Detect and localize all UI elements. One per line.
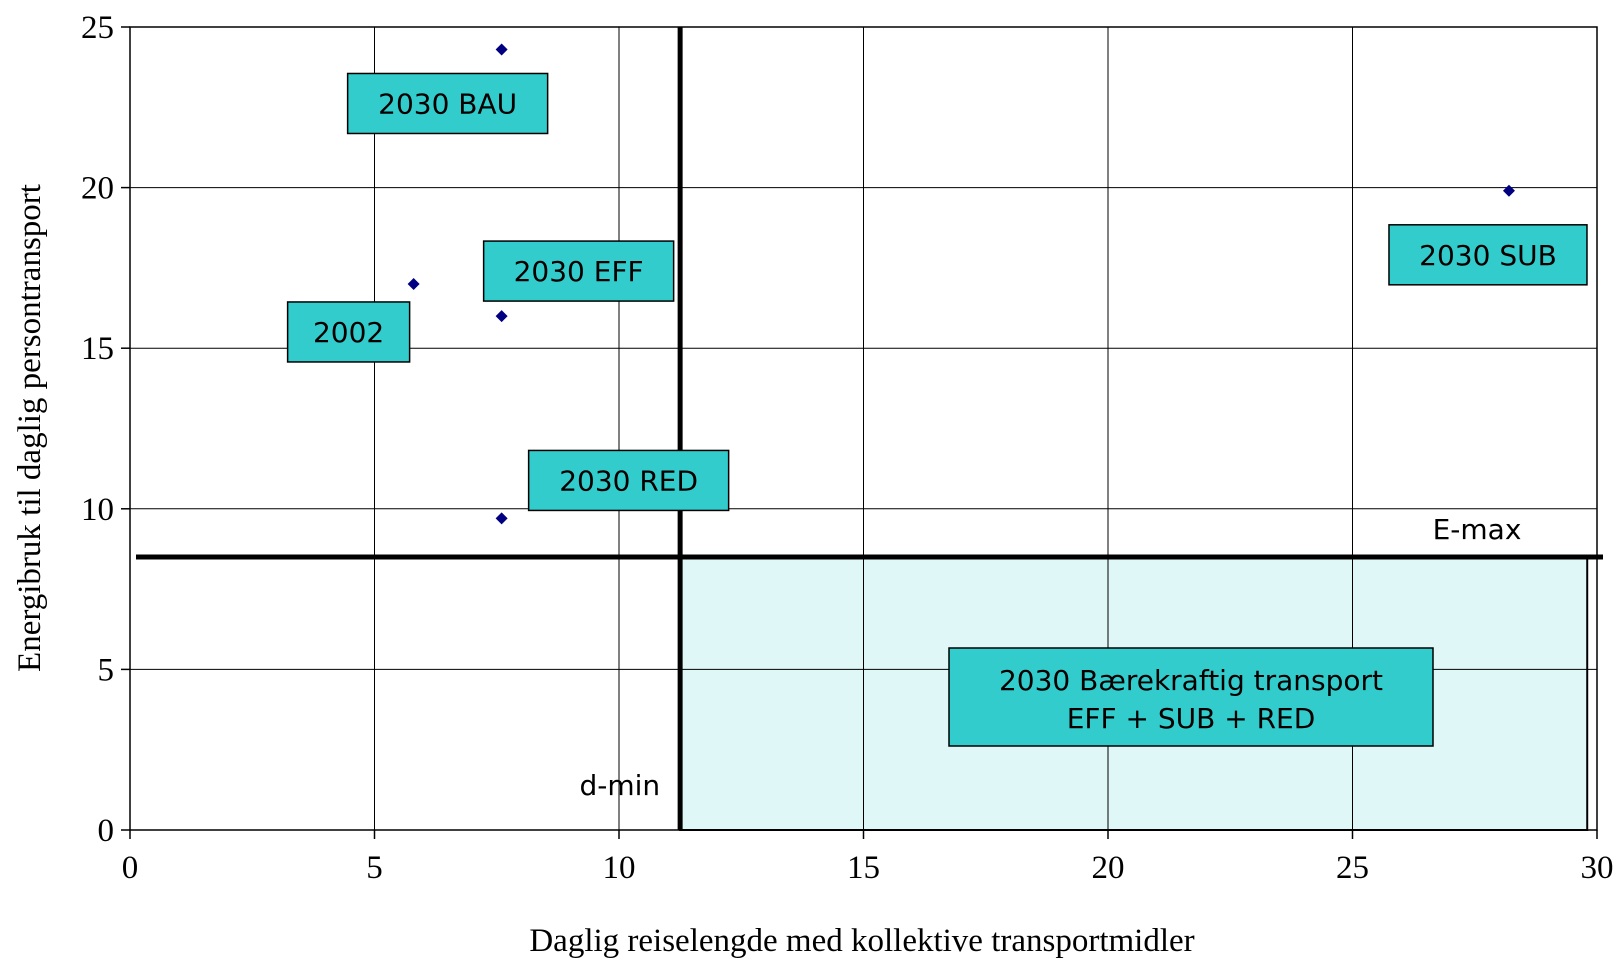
label-box [346, 72, 549, 135]
data-points [407, 43, 1515, 525]
region-label-line-2: EFF + SUB + RED [1067, 702, 1316, 735]
label-text: 2030 EFF [514, 255, 644, 288]
data-point-2002 [407, 277, 420, 290]
label-text: 2002 [313, 316, 384, 349]
label-box [527, 449, 730, 512]
label-box [482, 240, 675, 302]
point-label-2030-bau: 2030 BAU [346, 72, 549, 135]
point-label-2002: 2002 [286, 301, 411, 363]
y-tick-label: 15 [81, 331, 114, 367]
label-text: 2030 RED [559, 464, 698, 497]
x-tick-label: 5 [366, 850, 383, 886]
data-point-2030-red [495, 512, 508, 525]
y-tick-label: 5 [98, 652, 115, 688]
point-labels: 2002 2030 BAU 2030 EFF 2030 RED 2030 SUB [286, 72, 1588, 512]
y-tick-label: 10 [81, 492, 114, 528]
region-label: 2030 Bærekraftig transport EFF + SUB + R… [948, 647, 1434, 747]
y-axis-title: Energibruk til daglig persontransport [12, 184, 48, 672]
x-tick-label: 20 [1092, 850, 1125, 886]
x-tick-label: 15 [847, 850, 880, 886]
point-label-2030-red: 2030 RED [527, 449, 730, 512]
label-text: 2030 BAU [378, 87, 517, 120]
data-point-2030-sub [1502, 184, 1515, 197]
x-tick-label: 25 [1336, 850, 1369, 886]
point-label-2030-sub: 2030 SUB [1388, 224, 1588, 286]
point-label-2030-eff: 2030 EFF [482, 240, 675, 302]
y-tick-label: 0 [98, 813, 115, 849]
data-point-2030-eff [495, 310, 508, 323]
y-tick-label: 20 [81, 171, 114, 207]
data-point-2030-bau [495, 43, 508, 56]
x-axis-title: Daglig reiselengde med kollektive transp… [529, 923, 1194, 959]
region-label-line-1: 2030 Bærekraftig transport [999, 664, 1383, 697]
label-box [286, 301, 411, 363]
y-tick-label: 25 [81, 10, 114, 46]
label-text: 2030 SUB [1419, 239, 1557, 272]
region-label-box [948, 647, 1434, 747]
label-box [1388, 224, 1588, 286]
x-tick-label: 0 [122, 850, 139, 886]
x-axis-ticks: 0 5 10 15 20 25 30 [122, 830, 1614, 886]
d-min-label: d-min [579, 769, 660, 802]
x-tick-label: 10 [603, 850, 636, 886]
y-axis-ticks: 0 5 10 15 20 25 [81, 10, 130, 849]
x-tick-label: 30 [1581, 850, 1614, 886]
e-max-label: E-max [1433, 513, 1522, 546]
